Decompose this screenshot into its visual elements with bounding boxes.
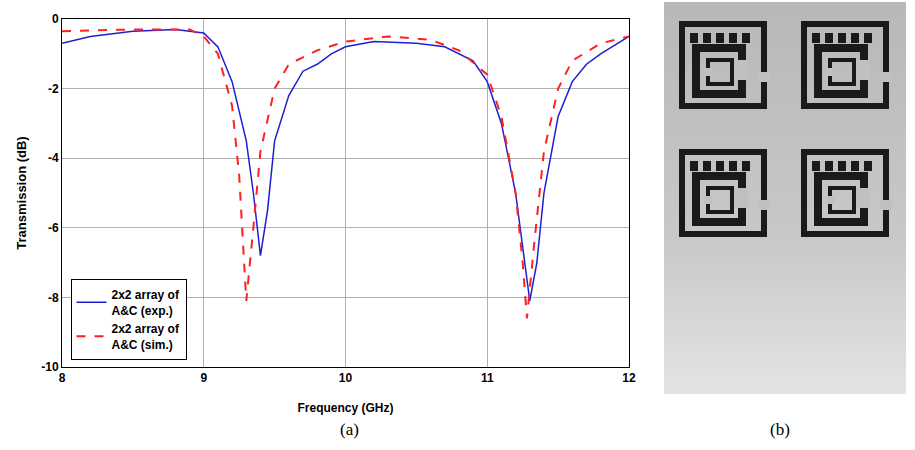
svg-text:12: 12 [622,371,636,385]
svg-text:-10: -10 [41,360,59,374]
svg-text:-6: -6 [48,221,59,235]
svg-text:10: 10 [339,371,353,385]
svg-text:8: 8 [59,371,66,385]
svg-text:Transmission (dB): Transmission (dB) [14,136,29,249]
svg-text:Frequency (GHz): Frequency (GHz) [297,401,393,415]
svg-text:-4: -4 [48,151,59,165]
html-text:(b): (b) [770,420,790,439]
svg-text:-8: -8 [48,291,59,305]
svg-text:2x2 array ofA&C (sim.): 2x2 array ofA&C (sim.) [112,322,180,352]
svg-text:11: 11 [481,371,494,385]
svg-text:0: 0 [52,12,59,26]
svg-text:9: 9 [200,371,207,385]
svg-text:-2: -2 [48,82,59,96]
html-text:(a): (a) [340,420,359,439]
svg-text:2x2 array ofA&C (exp.): 2x2 array ofA&C (exp.) [112,288,180,318]
